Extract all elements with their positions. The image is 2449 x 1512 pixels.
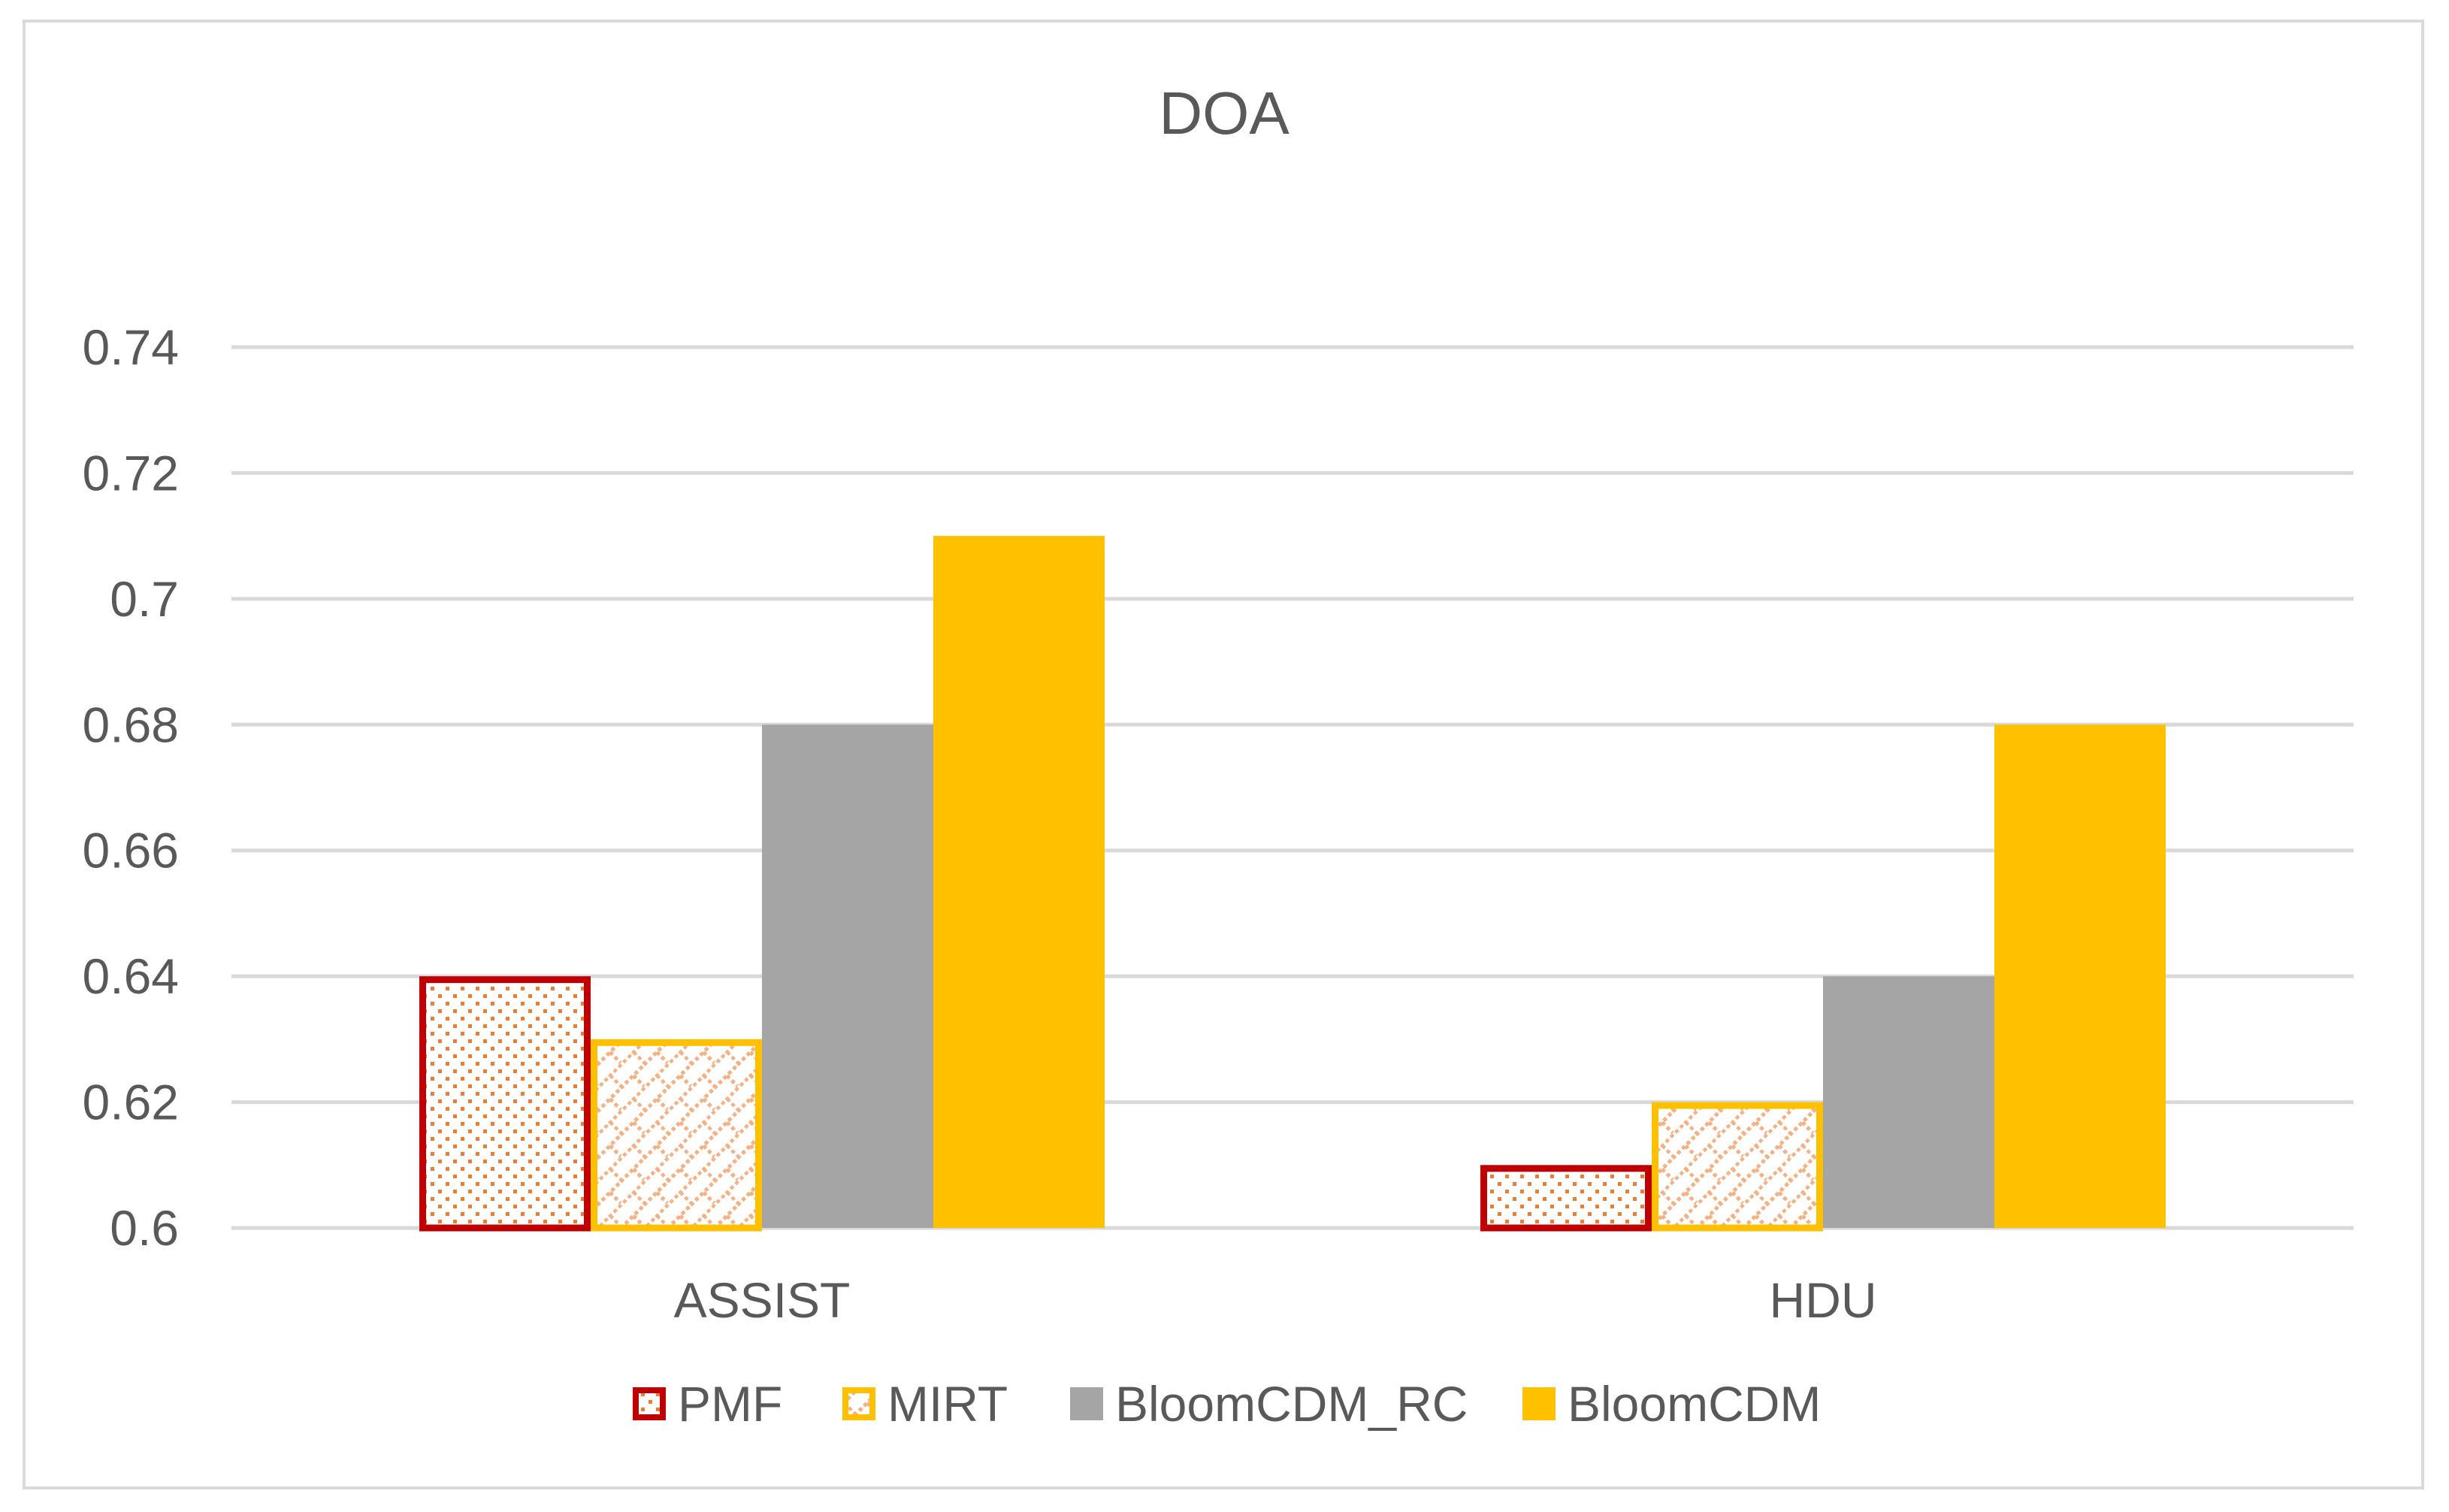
- y-axis-tick-labels: 0.6 0.62 0.64 0.66 0.68 0.7 0.72 0.74: [83, 319, 179, 1256]
- bars: [419, 536, 2166, 1232]
- y-tick-label: 0.64: [83, 948, 179, 1004]
- y-tick-label: 0.6: [110, 1200, 179, 1256]
- bar-pmf-hdu: [1480, 1165, 1652, 1232]
- x-category-label: ASSIST: [674, 1272, 851, 1328]
- y-tick-label: 0.66: [83, 823, 179, 878]
- x-axis-category-labels: ASSIST HDU: [674, 1272, 1877, 1328]
- bar-mirt-assist: [591, 1039, 762, 1232]
- bar-bloomcdm-rc-hdu: [1823, 976, 1994, 1228]
- y-tick-label: 0.7: [110, 571, 179, 627]
- legend-label: PMF: [678, 1376, 782, 1432]
- bar-mirt-hdu: [1652, 1102, 1823, 1232]
- legend-swatch-bloomcdm: [1522, 1387, 1556, 1420]
- y-tick-label: 0.72: [83, 445, 179, 500]
- legend-swatch-pmf: [633, 1387, 666, 1420]
- legend-swatch-bloomcdm-rc: [1070, 1387, 1103, 1420]
- legend-swatch-mirt: [842, 1387, 875, 1420]
- chart-title: DOA: [1159, 80, 1290, 147]
- bar-bloomcdm-hdu: [1994, 724, 2166, 1228]
- bar-bloomcdm-rc-assist: [762, 724, 933, 1228]
- x-category-label: HDU: [1770, 1272, 1877, 1328]
- bar-pmf-assist: [419, 976, 591, 1232]
- bar-bloomcdm-assist: [933, 536, 1105, 1228]
- legend: PMF MIRT BloomCDM_RC BloomCDM: [633, 1376, 1821, 1432]
- legend-label: BloomCDM: [1568, 1376, 1821, 1432]
- legend-label: MIRT: [887, 1376, 1008, 1432]
- y-tick-label: 0.62: [83, 1075, 179, 1130]
- y-tick-label: 0.68: [83, 697, 179, 752]
- legend-label: BloomCDM_RC: [1115, 1376, 1468, 1432]
- y-tick-label: 0.74: [83, 319, 179, 375]
